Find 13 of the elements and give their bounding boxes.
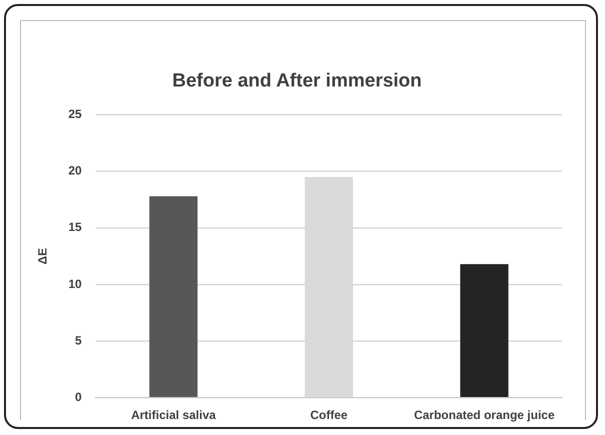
x-tick-label: Carbonated orange juice: [414, 408, 555, 422]
y-axis-title: ΔE: [36, 248, 50, 265]
y-tick-label: 10: [68, 276, 82, 291]
x-tick-label: Artificial saliva: [131, 408, 216, 422]
x-tick-label: Coffee: [310, 408, 348, 422]
y-tick-label: 20: [68, 164, 82, 178]
y-tick-label: 15: [68, 220, 82, 234]
bar: [460, 264, 508, 397]
y-tick-label: 0: [75, 390, 82, 404]
chart-title: Before and After immersion: [172, 70, 422, 92]
y-tick-label: 25: [68, 107, 82, 122]
bar: [149, 196, 198, 397]
y-tick-label: 5: [75, 333, 82, 348]
